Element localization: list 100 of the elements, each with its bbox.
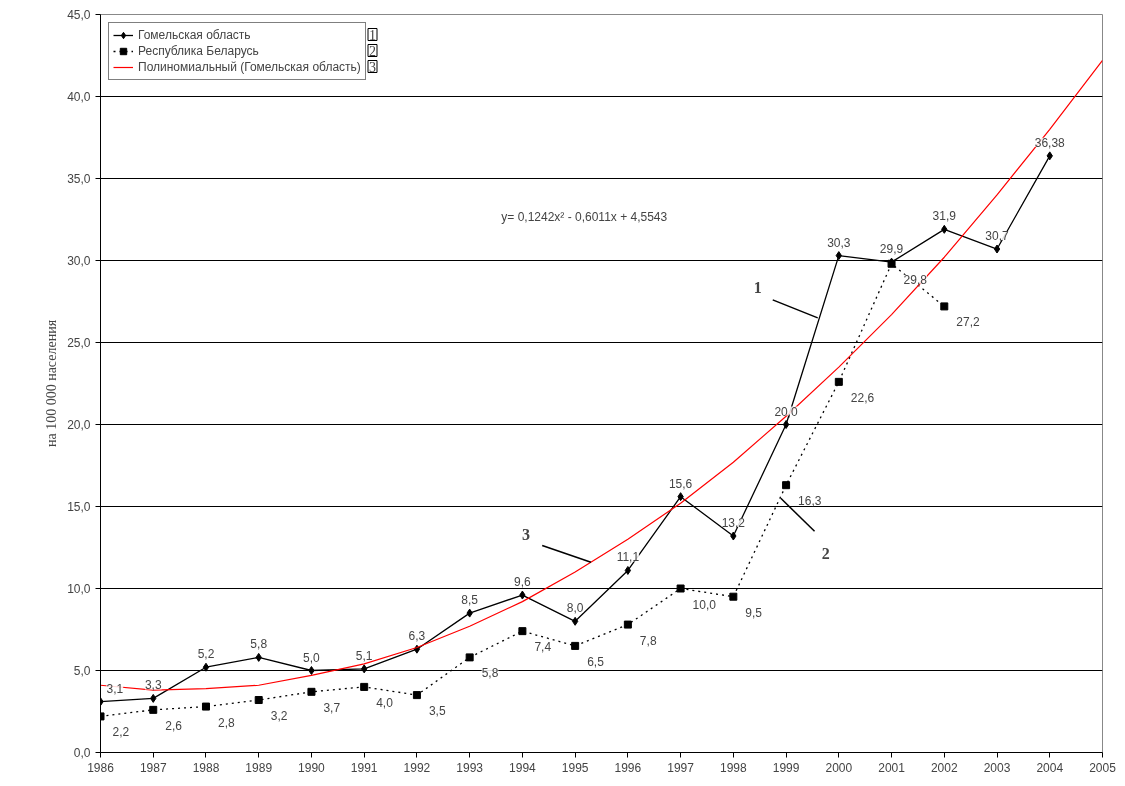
y-tick-label: 0,0 [73, 746, 91, 760]
x-tick-label: 2000 [825, 760, 853, 775]
y-tick-label: 15,0 [67, 500, 91, 514]
data-label: 29,8 [903, 272, 928, 287]
y-tick-label: 20,0 [67, 418, 91, 432]
data-label: 3,5 [428, 704, 446, 719]
annotation: 1 [753, 279, 762, 297]
data-label: 4,0 [376, 695, 394, 710]
data-label: 6,3 [408, 629, 426, 644]
x-tick-label: 1997 [667, 760, 695, 775]
point [782, 420, 790, 429]
data-label: 10,0 [692, 597, 717, 612]
y-tick-label: 10,0 [67, 582, 91, 596]
x-tick-label: 1995 [561, 760, 589, 775]
data-label: 5,1 [355, 648, 373, 663]
data-label: 9,6 [514, 575, 532, 590]
data-label: 2,8 [217, 715, 235, 730]
legend-label: Республика Беларусь [138, 43, 259, 59]
point [835, 251, 842, 261]
data-label: 27,2 [956, 315, 980, 330]
data-label: 2,6 [165, 718, 183, 733]
data-label: 3,3 [144, 678, 162, 693]
data-label: 5,2 [197, 647, 215, 662]
legend-label: Гомельская область [138, 27, 251, 43]
x-tick-label: 1987 [139, 760, 167, 775]
data-label: 30,7 [985, 229, 1010, 244]
point [307, 687, 316, 696]
data-label: 3,1 [106, 681, 124, 696]
point [993, 244, 1001, 254]
point [1046, 151, 1053, 161]
point [465, 653, 474, 662]
data-label: 29,9 [879, 242, 904, 257]
text: 1 [369, 27, 376, 43]
data-label: 7,8 [639, 633, 657, 648]
x-tick-label: 1994 [509, 760, 537, 775]
point [466, 608, 473, 618]
point [729, 592, 738, 601]
point [940, 302, 949, 311]
x-tick-label: 2001 [878, 760, 906, 775]
x-tick-label: 2003 [983, 760, 1011, 775]
data-label: 6,5 [587, 654, 605, 669]
point [730, 531, 737, 541]
point [361, 664, 368, 674]
point [150, 693, 157, 703]
point [834, 377, 843, 386]
point [624, 565, 632, 575]
data-label: 20,0 [774, 404, 799, 419]
data-label: 7,4 [534, 640, 552, 655]
point [254, 696, 263, 705]
point [149, 705, 158, 714]
x-tick-label: 2002 [930, 760, 958, 775]
point [623, 620, 632, 629]
data-label: 30,3 [827, 235, 851, 250]
y-tick-label: 25,0 [67, 336, 91, 350]
y-tick-label: 45,0 [67, 8, 91, 22]
x-tick-label: 1996 [614, 760, 642, 775]
x-tick-label: 1989 [245, 760, 273, 775]
x-tick-label: 1998 [719, 760, 748, 775]
point [518, 627, 527, 636]
y-tick-label: 30,0 [67, 254, 91, 268]
annotation: 2 [821, 544, 830, 562]
point [201, 702, 210, 711]
data-label: 8,0 [566, 601, 584, 616]
point [782, 481, 791, 490]
point [677, 492, 684, 502]
data-label: 11,1 [616, 550, 640, 565]
data-label: 9,5 [745, 605, 763, 620]
x-tick-label: 1991 [350, 760, 378, 775]
point [571, 616, 579, 626]
y-tick-label: 35,0 [67, 172, 91, 186]
data-label: 3,2 [270, 709, 288, 724]
point [519, 590, 526, 600]
x-tick-label: 1999 [772, 760, 800, 775]
x-tick-label: 2005 [1089, 760, 1117, 775]
data-label: 3,7 [323, 700, 341, 715]
x-tick-label: 1988 [192, 760, 220, 775]
y-tick-label: 40,0 [67, 90, 91, 104]
point [360, 682, 369, 691]
data-label: 13,2 [721, 516, 746, 531]
y-axis-title: на 100 000 населения [44, 319, 60, 448]
data-label: 8,5 [461, 593, 479, 608]
point [571, 641, 580, 650]
data-label: 36,38 [1034, 135, 1066, 150]
data-label: 15,6 [668, 476, 693, 491]
data-label: 31,9 [932, 209, 957, 224]
x-tick-label: 1993 [456, 760, 484, 775]
data-label: 2,2 [112, 725, 130, 740]
data-label: 5,0 [303, 650, 321, 665]
data-label: 5,8 [250, 637, 268, 652]
point [255, 652, 262, 662]
x-tick-label: 1992 [403, 760, 431, 775]
data-label: 5,8 [481, 666, 499, 681]
point [676, 584, 685, 593]
annotation: y= 0,1242x² - 0,6011x + 4,5543 [501, 210, 668, 225]
x-tick-label: 2004 [1036, 760, 1064, 775]
text: 2 [369, 43, 376, 59]
legend-label: Полиномиальный (Гомельская область) [138, 59, 361, 75]
point [412, 691, 421, 700]
point [202, 662, 210, 672]
text: 3 [369, 59, 376, 75]
